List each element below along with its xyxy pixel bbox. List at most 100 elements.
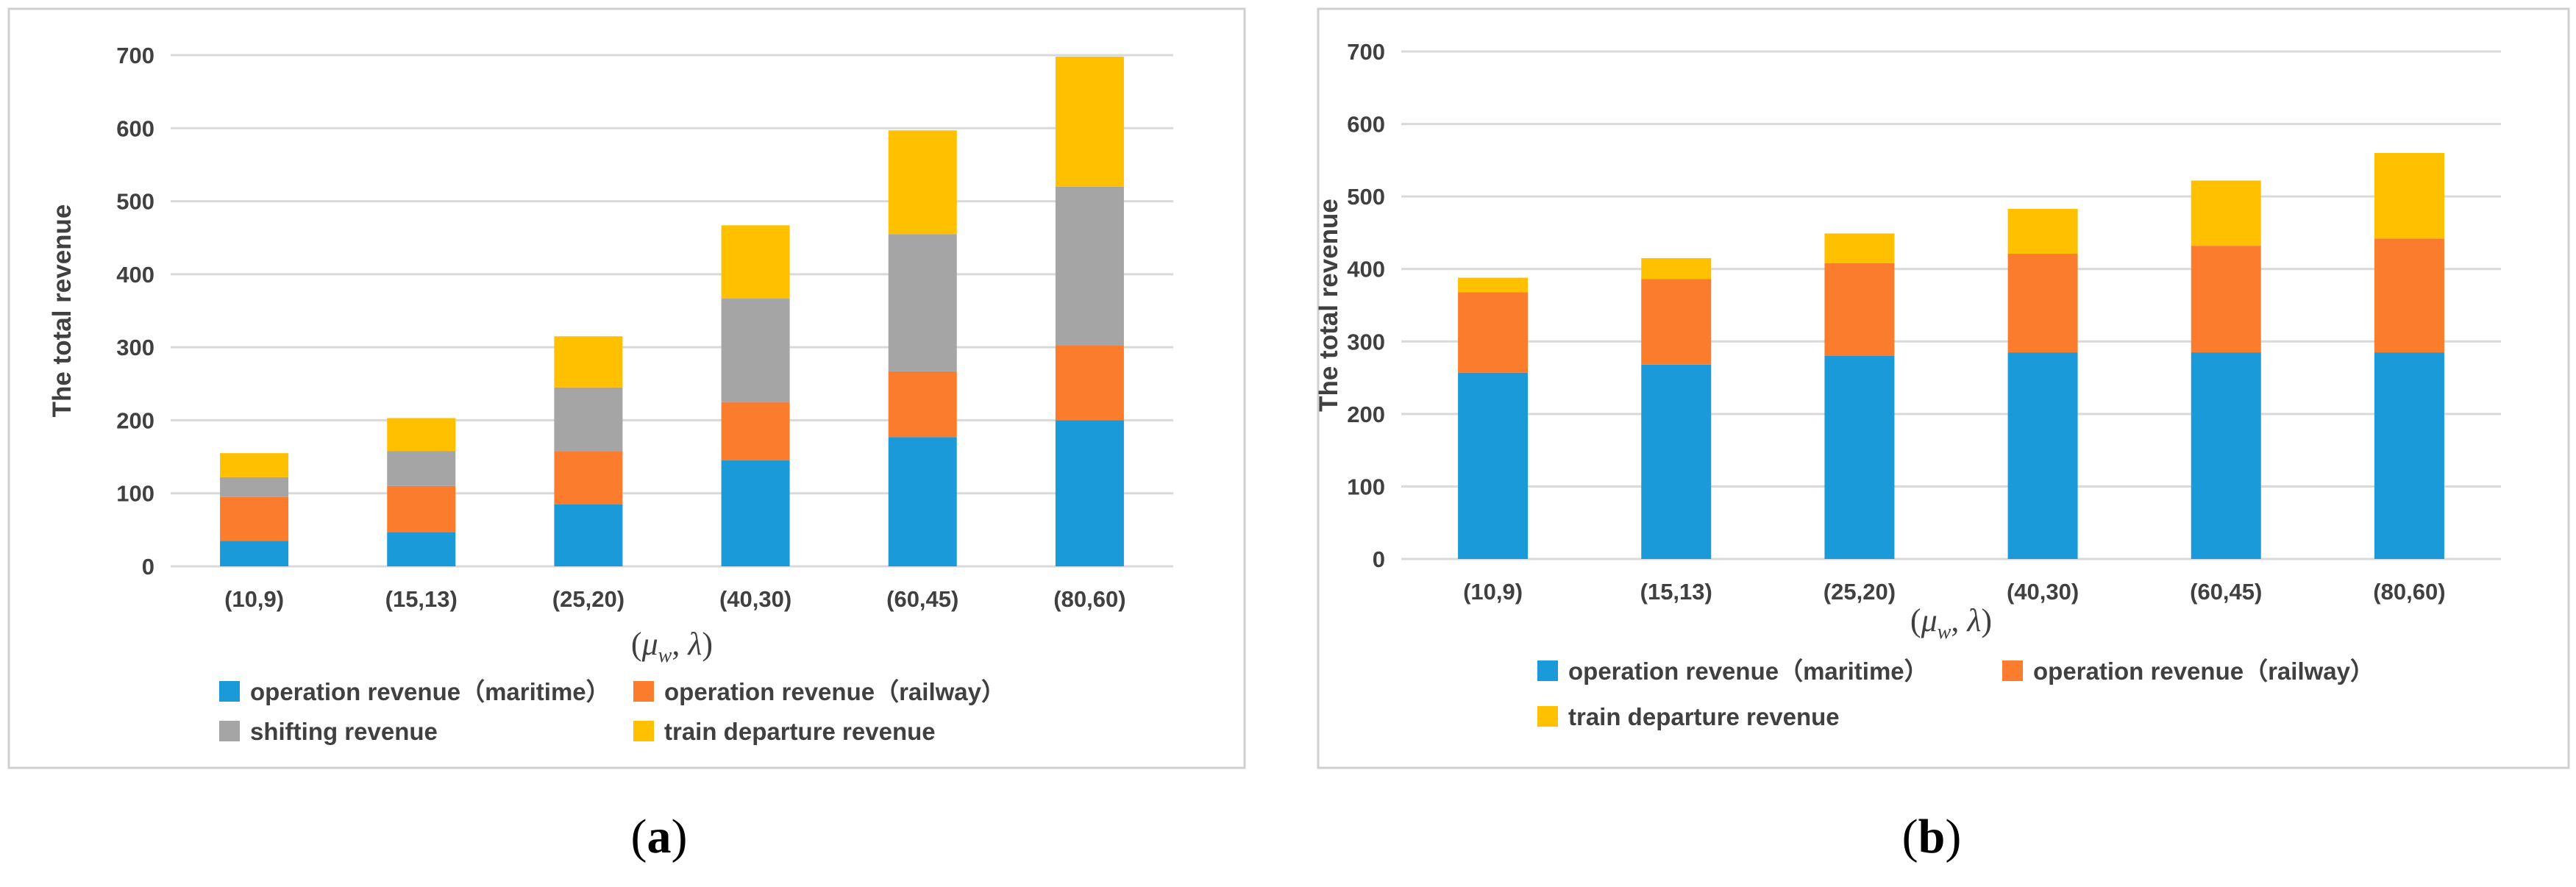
bar-a-operation-revenue-maritime--1 <box>387 532 456 566</box>
chart-frame-a <box>7 7 1246 769</box>
y-tick-label-a-0: 0 <box>142 554 154 580</box>
x-axis-title-b: (μw, λ) <box>1910 602 1992 644</box>
x-axis-title-part-a-0: ( <box>631 626 642 662</box>
legend-swatch-b-0 <box>1537 660 1558 681</box>
bar-a-train-departure-revenue-4 <box>888 130 957 235</box>
y-axis-title-b: The total revenue <box>1314 199 1343 412</box>
y-tick-label-a-400: 400 <box>116 262 154 288</box>
x-axis-title-part-b-3: , <box>1951 602 1967 638</box>
bar-b-train-departure-revenue-2 <box>1824 233 1895 263</box>
bar-a-operation-revenue-railway--3 <box>721 402 790 461</box>
stacked-bar-chart-a: 0 100 200 300 400 500 600 700 The total revenue (… <box>7 7 1246 769</box>
bar-b-train-departure-revenue-1 <box>1641 257 1712 279</box>
legend-swatch-a-2 <box>219 721 240 741</box>
caption-close-a: ) <box>671 810 688 863</box>
x-tick-label-b-4: (60,45) <box>2190 579 2262 605</box>
x-axis-title-part-b-5: ) <box>1981 602 1992 638</box>
bar-a-shifting-revenue-4 <box>888 234 957 371</box>
caption-close-b: ) <box>1945 810 1962 863</box>
legend-label-a-2: shifting revenue <box>250 718 438 745</box>
bar-b-operation-revenue-railway--3 <box>2007 254 2078 353</box>
bar-a-operation-revenue-railway--0 <box>220 496 289 541</box>
bar-a-train-departure-revenue-3 <box>721 225 790 299</box>
bar-b-train-departure-revenue-0 <box>1458 277 1529 293</box>
bar-a-train-departure-revenue-2 <box>554 336 623 388</box>
x-axis-title-a: (μw, λ) <box>631 626 713 667</box>
legend-swatch-a-3 <box>633 721 654 741</box>
x-tick-label-b-2: (25,20) <box>1824 579 1896 605</box>
x-tick-label-b-0: (10,9) <box>1463 579 1523 605</box>
x-axis-title-part-a-5: ) <box>702 626 713 662</box>
bar-a-operation-revenue-railway--1 <box>387 485 456 532</box>
legend-swatch-a-1 <box>633 681 654 702</box>
x-tick-label-b-3: (40,30) <box>2007 579 2079 605</box>
bar-b-train-departure-revenue-5 <box>2374 153 2444 239</box>
legend-label-a-3: train departure revenue <box>664 718 936 745</box>
y-tick-label-b-600: 600 <box>1347 112 1385 138</box>
y-tick-label-b-700: 700 <box>1347 39 1385 65</box>
x-axis-title-part-a-4: λ <box>686 626 702 662</box>
y-axis-title-a: The total revenue <box>48 204 77 418</box>
bar-b-operation-revenue-maritime--3 <box>2007 352 2078 559</box>
x-axis-title-part-a-2: w <box>658 644 672 667</box>
x-tick-label-a-2: (25,20) <box>552 586 625 612</box>
y-tick-label-b-0: 0 <box>1373 546 1385 572</box>
bar-a-train-departure-revenue-5 <box>1055 56 1124 187</box>
bar-b-operation-revenue-railway--5 <box>2374 238 2444 353</box>
y-tick-label-b-500: 500 <box>1347 184 1385 210</box>
bar-b-operation-revenue-railway--0 <box>1458 292 1529 373</box>
bar-a-operation-revenue-railway--5 <box>1055 345 1124 421</box>
caption-open-a: ( <box>630 810 647 863</box>
x-tick-label-a-4: (60,45) <box>886 586 958 612</box>
x-tick-label-b-5: (80,60) <box>2373 579 2445 605</box>
legend-swatch-a-0 <box>219 681 240 702</box>
x-axis-title-part-a-1: μ <box>641 626 658 662</box>
legend-label-b-2: train departure revenue <box>1568 703 1840 730</box>
bar-b-operation-revenue-railway--1 <box>1641 279 1712 365</box>
legend-swatch-b-2 <box>1537 706 1558 727</box>
caption-a: (a) <box>586 809 733 865</box>
bar-a-operation-revenue-railway--4 <box>888 371 957 438</box>
caption-letter-b: b <box>1918 810 1946 863</box>
bar-b-operation-revenue-maritime--0 <box>1458 372 1529 559</box>
bar-b-operation-revenue-maritime--5 <box>2374 352 2444 559</box>
stacked-bar-chart-b: 0 100 200 300 400 500 600 700 The total revenue (… <box>1314 7 2570 769</box>
bar-a-operation-revenue-railway--2 <box>554 451 623 505</box>
chart-panel-a: 0 100 200 300 400 500 600 700 The total revenue (… <box>0 0 1258 780</box>
y-tick-label-a-200: 200 <box>116 407 154 433</box>
bar-b-operation-revenue-railway--4 <box>2191 246 2261 353</box>
x-tick-label-a-3: (40,30) <box>719 586 791 612</box>
caption-open-b: ( <box>1901 810 1918 863</box>
x-axis-title-part-b-1: μ <box>1921 602 1938 638</box>
x-tick-label-a-0: (10,9) <box>224 586 284 612</box>
legend-label-a-1: operation revenue（railway） <box>664 678 1006 705</box>
legend-label-b-0: operation revenue（maritime） <box>1568 658 1929 685</box>
bar-a-shifting-revenue-2 <box>554 387 623 452</box>
bar-b-train-departure-revenue-3 <box>2007 208 2078 254</box>
x-tick-label-a-5: (80,60) <box>1053 586 1125 612</box>
x-axis-title-part-b-2: w <box>1938 621 1951 644</box>
legend-label-a-0: operation revenue（maritime） <box>250 678 611 705</box>
bar-a-operation-revenue-maritime--5 <box>1055 420 1124 566</box>
bar-a-shifting-revenue-3 <box>721 298 790 402</box>
bar-a-operation-revenue-maritime--4 <box>888 437 957 566</box>
bar-a-shifting-revenue-0 <box>220 477 289 497</box>
y-tick-label-b-200: 200 <box>1347 402 1385 427</box>
y-tick-label-b-300: 300 <box>1347 329 1385 355</box>
legend-swatch-b-1 <box>2002 660 2023 681</box>
bar-b-operation-revenue-railway--2 <box>1824 263 1895 356</box>
bar-b-operation-revenue-maritime--1 <box>1641 364 1712 559</box>
x-axis-title-part-a-3: , <box>672 626 688 662</box>
y-tick-label-a-500: 500 <box>116 189 154 215</box>
bar-b-operation-revenue-maritime--4 <box>2191 352 2261 559</box>
bar-b-train-departure-revenue-4 <box>2191 180 2261 246</box>
x-tick-label-a-1: (15,13) <box>385 586 458 612</box>
y-tick-label-a-700: 700 <box>116 43 154 68</box>
bar-a-operation-revenue-maritime--2 <box>554 504 623 566</box>
x-axis-title-part-b-0: ( <box>1910 602 1921 638</box>
legend-label-b-1: operation revenue（railway） <box>2033 658 2374 685</box>
y-tick-label-a-100: 100 <box>116 481 154 507</box>
bar-a-shifting-revenue-1 <box>387 451 456 486</box>
bar-a-shifting-revenue-5 <box>1055 186 1124 346</box>
bar-a-operation-revenue-maritime--0 <box>220 541 289 566</box>
